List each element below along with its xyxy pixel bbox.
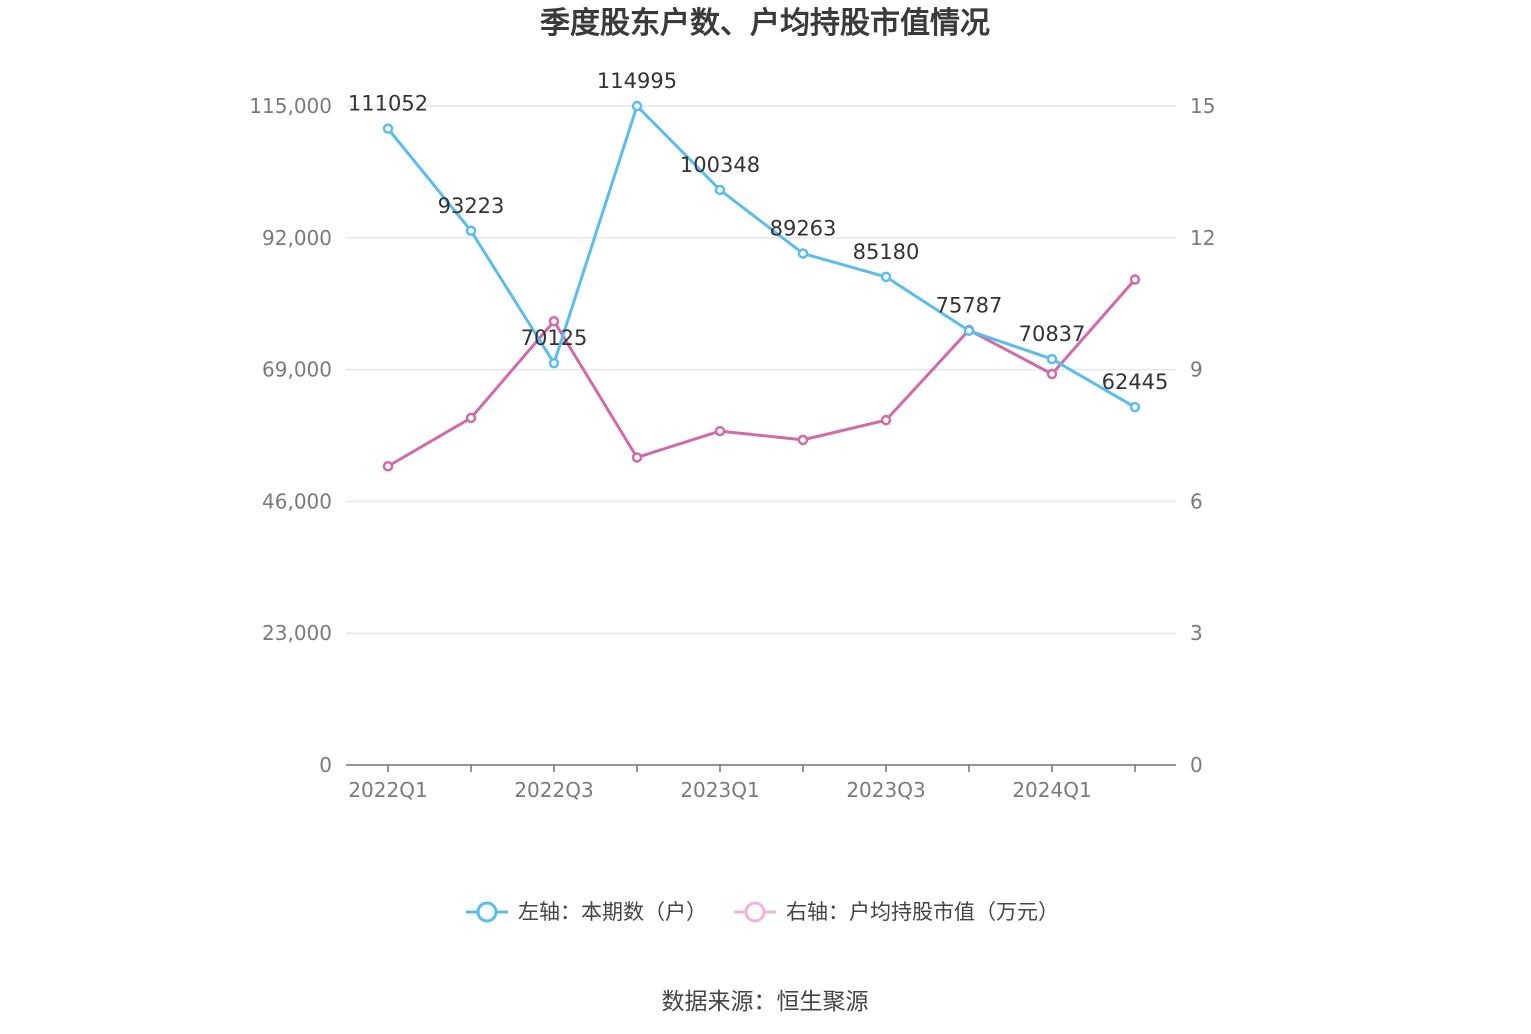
- source-note: 数据来源：恒生聚源: [662, 989, 869, 1015]
- data-point: [1046, 353, 1058, 365]
- legend-label-households: 左轴：本期数（户）: [518, 900, 707, 924]
- chart-title: 季度股东户数、户均持股市值情况: [540, 6, 990, 41]
- data-point: [382, 123, 394, 134]
- data-label: 114995: [597, 69, 677, 93]
- data-point: [714, 184, 726, 196]
- data-point: [714, 425, 726, 437]
- grid: [346, 105, 1176, 634]
- left-axis-tick-label: 92,000: [262, 226, 332, 250]
- data-point: [880, 414, 892, 426]
- data-point: [548, 316, 560, 327]
- data-label: 89263: [770, 216, 837, 240]
- x-axis-tick-label: 2022Q3: [514, 778, 593, 802]
- legend-item-avg-value[interactable]: 右轴：户均持股市值（万元）: [734, 900, 1059, 924]
- data-point: [631, 452, 643, 463]
- data-point: [797, 434, 809, 446]
- data-label: 85180: [853, 240, 920, 264]
- x-axis-tick-label: 2023Q3: [846, 778, 925, 802]
- data-point: [963, 325, 975, 336]
- data-point: [465, 225, 477, 237]
- data-label: 62445: [1102, 370, 1169, 394]
- legend-marker-avg-value: [744, 901, 766, 923]
- data-label: 93223: [438, 194, 505, 218]
- left-axis-tick-label: 115,000: [249, 94, 332, 118]
- data-point: [382, 461, 394, 472]
- left-axis-tick-label: 69,000: [262, 358, 332, 382]
- data-point: [548, 357, 560, 369]
- right-axis-tick-label: 6: [1190, 489, 1203, 513]
- data-point: [465, 412, 477, 424]
- right-axis-tick-label: 15: [1190, 94, 1215, 118]
- data-point: [1129, 274, 1141, 285]
- data-label: 111052: [348, 92, 428, 116]
- legend-marker-households: [476, 901, 498, 923]
- x-axis-tick-label: 2023Q1: [680, 778, 759, 802]
- legend-item-households[interactable]: 左轴：本期数（户）: [466, 900, 707, 924]
- right-axis-tick-label: 3: [1190, 621, 1203, 645]
- data-point: [1046, 368, 1058, 380]
- data-point: [631, 100, 643, 112]
- data-label: 70837: [1019, 322, 1086, 346]
- data-label: 70125: [521, 326, 588, 350]
- axes: 0 0 23,000 3 46,000 6 69,000 9 92,000 12 115,000 15…: [249, 94, 1215, 802]
- x-axis-tick-label: 2022Q1: [348, 778, 427, 802]
- data-labels: 111052 93223 70125 114995 100348 89263 85180 75…: [348, 69, 1168, 394]
- left-axis-tick-label: 46,000: [262, 489, 332, 513]
- right-axis-tick-label: 12: [1190, 226, 1215, 250]
- series-line-households: [386, 104, 1136, 409]
- left-axis-tick-label: 23,000: [262, 621, 332, 645]
- data-label: 75787: [936, 294, 1003, 318]
- series-line-avg-value: [387, 278, 1137, 468]
- x-axis-tick-label: 2024Q1: [1012, 778, 1091, 802]
- right-axis-tick-label: 9: [1190, 358, 1203, 382]
- data-point: [797, 248, 809, 259]
- data-point: [1129, 401, 1141, 413]
- right-axis-tick-label: 0: [1190, 753, 1203, 777]
- legend: 左轴：本期数（户） 右轴：户均持股市值（万元）: [466, 900, 1059, 924]
- legend-label-avg-value: 右轴：户均持股市值（万元）: [786, 900, 1059, 924]
- data-point: [880, 271, 892, 283]
- left-axis-tick-label: 0: [319, 753, 332, 777]
- data-label: 100348: [680, 153, 760, 177]
- series: [382, 100, 1141, 472]
